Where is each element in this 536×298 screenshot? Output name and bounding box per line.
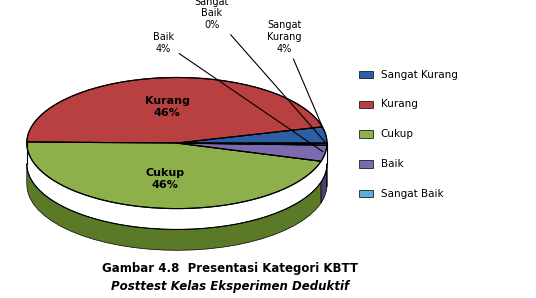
FancyBboxPatch shape: [359, 100, 373, 108]
Polygon shape: [177, 143, 327, 145]
Polygon shape: [177, 143, 327, 161]
Text: Sangat
Baik
0%: Sangat Baik 0%: [195, 0, 325, 142]
Text: Kurang: Kurang: [381, 99, 418, 109]
Polygon shape: [177, 127, 327, 143]
Polygon shape: [27, 77, 322, 143]
Polygon shape: [27, 164, 321, 250]
FancyBboxPatch shape: [359, 160, 373, 168]
Text: Sangat Baik: Sangat Baik: [381, 189, 443, 199]
Text: Baik
4%: Baik 4%: [153, 32, 323, 152]
Text: Posttest Kelas Eksperimen Deduktif: Posttest Kelas Eksperimen Deduktif: [111, 280, 349, 293]
Text: Sangat Kurang: Sangat Kurang: [381, 69, 457, 80]
Text: Cukup
46%: Cukup 46%: [145, 168, 184, 190]
FancyBboxPatch shape: [359, 190, 373, 198]
FancyBboxPatch shape: [359, 130, 373, 138]
Text: Cukup: Cukup: [381, 129, 414, 139]
Text: Gambar 4.8  Presentasi Kategori KBTT: Gambar 4.8 Presentasi Kategori KBTT: [102, 262, 359, 275]
FancyBboxPatch shape: [359, 71, 373, 78]
Polygon shape: [27, 142, 321, 209]
Polygon shape: [321, 166, 327, 203]
Text: Sangat
Kurang
4%: Sangat Kurang 4%: [267, 21, 325, 132]
Text: Kurang
46%: Kurang 46%: [145, 97, 190, 118]
Text: Baik: Baik: [381, 159, 403, 169]
